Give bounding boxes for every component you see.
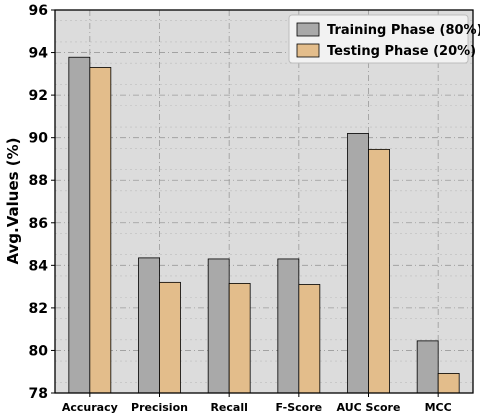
bar-auc-score-series-0 (347, 133, 369, 394)
legend-label: Training Phase (80%) (327, 23, 480, 38)
x-tick-label: Precision (131, 401, 188, 414)
bar-precision-series-1 (159, 281, 181, 394)
bars (68, 56, 460, 394)
legend-swatch (296, 22, 320, 37)
bar-mcc-series-0 (416, 340, 439, 394)
y-tick-label: 90 (29, 131, 49, 147)
y-tick-label: 88 (29, 173, 48, 189)
bar-recall-series-1 (228, 283, 251, 394)
bar-auc-score-series-1 (368, 148, 390, 394)
y-tick-label: 92 (29, 88, 48, 104)
y-tick-label: 84 (29, 258, 49, 274)
x-axis-ticks: Accuracy Precision Recall F-Score AUC Score M… (62, 393, 452, 414)
y-tick-label: 86 (29, 216, 48, 232)
bar-accuracy-series-0 (68, 56, 91, 394)
legend: Training Phase (80%) Testing Phase (20%) (288, 14, 480, 64)
legend-swatch (296, 43, 320, 58)
legend-box (288, 14, 469, 64)
y-axis-title: Avg.Values (%) (4, 137, 22, 264)
bar-mcc-series-1 (437, 373, 460, 394)
x-tick-label: Recall (210, 401, 247, 414)
x-tick-label: Accuracy (62, 401, 118, 414)
y-tick-label: 80 (29, 343, 49, 359)
x-tick-label: AUC Score (337, 401, 401, 414)
plot-frame (54, 9, 474, 394)
y-tick-label: 78 (29, 386, 48, 402)
legend-label: Testing Phase (20%) (327, 44, 476, 59)
x-tick-label: MCC (425, 401, 452, 414)
x-tick-label: F-Score (276, 401, 323, 414)
bar-f-score-series-1 (298, 284, 321, 394)
bar-accuracy-series-1 (89, 67, 112, 394)
bar-f-score-series-0 (277, 258, 300, 394)
y-tick-label: 94 (29, 46, 49, 62)
bar-precision-series-0 (138, 257, 160, 394)
y-tick-label: 96 (29, 3, 48, 19)
y-tick-label: 82 (29, 301, 48, 317)
y-axis-ticks: 78 80 82 84 86 88 90 92 94 96 (29, 3, 55, 402)
bar-recall-series-0 (207, 258, 230, 394)
plot-area (55, 10, 473, 393)
